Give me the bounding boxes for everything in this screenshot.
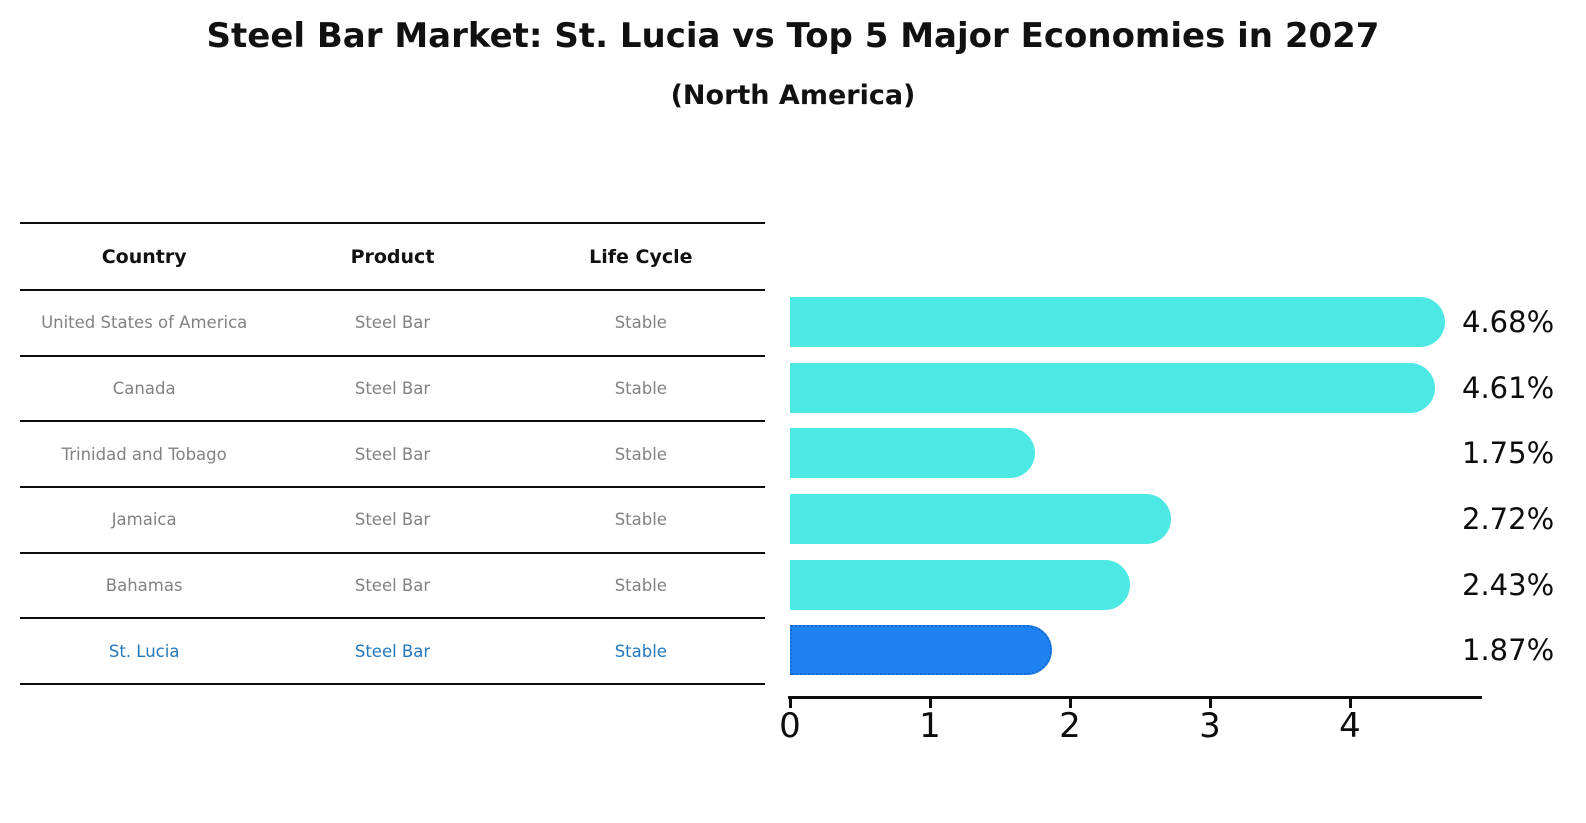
x-tick [1348,699,1352,708]
table-header-row: Country Product Life Cycle [20,224,765,291]
x-tick [1068,699,1072,708]
table-body: United States of America Steel Bar Stable C… [20,291,765,686]
table-row: Jamaica Steel Bar Stable [20,488,765,554]
life-cycle-cell: Stable [614,510,667,530]
bar [790,428,1035,479]
product-cell: Steel Bar [354,444,431,464]
country-cell: Bahamas [105,576,183,596]
chart-title: Steel Bar Market: St. Lucia vs Top 5 Maj… [206,16,1380,56]
product-cell: Steel Bar [354,313,431,333]
column-header: Country [101,245,187,268]
life-cycle-cell: Stable [614,641,667,661]
table-row: Trinidad and Tobago Steel Bar Stable [20,422,765,489]
x-tick-label: 0 [779,706,801,746]
x-axis [788,696,1483,699]
life-cycle-cell: Stable [614,313,667,333]
bar [790,559,1131,610]
country-cell: United States of America [41,313,248,333]
product-cell: Steel Bar [354,576,431,596]
bar-value-label: 4.68% [1462,304,1555,339]
product-cell: Steel Bar [354,379,431,399]
table-row: United States of America Steel Bar Stable [20,291,765,357]
country-cell: St. Lucia [108,641,180,661]
product-cell: Steel Bar [354,510,431,530]
x-tick-label: 1 [919,706,941,746]
x-tick [788,699,792,708]
x-tick [1208,699,1212,708]
chart-subtitle: (North America) [670,80,916,111]
life-cycle-cell: Stable [614,444,667,464]
country-cell: Canada [112,379,176,399]
country-cell: Trinidad and Tobago [61,444,227,464]
bar-value-label: 2.72% [1462,501,1555,536]
table-row: Canada Steel Bar Stable [20,357,765,423]
life-cycle-cell: Stable [614,379,667,399]
bar [790,362,1436,413]
x-tick-label: 4 [1339,706,1361,746]
column-header: Product [350,245,435,268]
x-tick [928,699,932,708]
bar-value-label: 4.61% [1462,370,1555,405]
bar-value-label: 1.87% [1462,633,1555,668]
table-row: St. Lucia Steel Bar Stable [20,619,765,686]
highlight-bar [790,625,1052,676]
column-header: Life Cycle [589,245,693,268]
bar-value-label: 1.75% [1462,436,1555,471]
life-cycle-cell: Stable [614,576,667,596]
bar [790,296,1446,347]
x-tick-label: 3 [1199,706,1221,746]
country-info-table: Country Product Life Cycle United States o… [20,222,765,686]
bar [790,493,1171,544]
product-cell: Steel Bar [354,641,431,661]
country-cell: Jamaica [111,510,177,530]
table-row: Bahamas Steel Bar Stable [20,554,765,620]
bar-value-label: 2.43% [1462,567,1555,602]
x-tick-label: 2 [1059,706,1081,746]
